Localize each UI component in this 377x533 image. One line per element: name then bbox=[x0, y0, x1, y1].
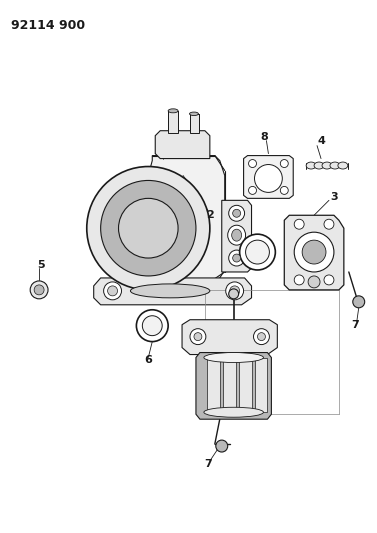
Circle shape bbox=[104, 282, 121, 300]
Bar bbox=[190, 114, 199, 133]
Ellipse shape bbox=[204, 352, 264, 362]
Polygon shape bbox=[94, 278, 251, 305]
Circle shape bbox=[118, 198, 178, 258]
Ellipse shape bbox=[232, 229, 242, 241]
Text: 2: 2 bbox=[206, 210, 214, 220]
Polygon shape bbox=[196, 352, 271, 419]
Polygon shape bbox=[182, 320, 277, 354]
Polygon shape bbox=[222, 200, 251, 272]
Ellipse shape bbox=[306, 162, 316, 169]
Polygon shape bbox=[155, 131, 210, 158]
Ellipse shape bbox=[190, 112, 198, 116]
Circle shape bbox=[308, 276, 320, 288]
Circle shape bbox=[324, 219, 334, 229]
Circle shape bbox=[280, 159, 288, 167]
Ellipse shape bbox=[322, 162, 332, 169]
Circle shape bbox=[107, 286, 118, 296]
Circle shape bbox=[294, 232, 334, 272]
Text: 3: 3 bbox=[330, 192, 338, 203]
Circle shape bbox=[248, 159, 256, 167]
Circle shape bbox=[136, 310, 168, 342]
Polygon shape bbox=[284, 215, 344, 290]
Circle shape bbox=[280, 187, 288, 195]
Text: 4: 4 bbox=[317, 136, 325, 146]
Circle shape bbox=[230, 286, 240, 296]
Circle shape bbox=[302, 240, 326, 264]
Circle shape bbox=[254, 165, 282, 192]
Circle shape bbox=[216, 440, 228, 452]
Ellipse shape bbox=[168, 109, 178, 113]
Circle shape bbox=[194, 333, 202, 341]
Text: 92114 900: 92114 900 bbox=[11, 19, 86, 33]
Circle shape bbox=[324, 275, 334, 285]
Bar bbox=[223, 358, 236, 412]
Text: 5: 5 bbox=[37, 260, 45, 270]
Polygon shape bbox=[148, 156, 225, 282]
Ellipse shape bbox=[338, 162, 348, 169]
Circle shape bbox=[229, 205, 245, 221]
Bar bbox=[207, 358, 220, 412]
Circle shape bbox=[101, 181, 196, 276]
Circle shape bbox=[190, 329, 206, 345]
Ellipse shape bbox=[314, 162, 324, 169]
Circle shape bbox=[294, 275, 304, 285]
Ellipse shape bbox=[130, 284, 210, 298]
Ellipse shape bbox=[228, 225, 245, 245]
Circle shape bbox=[233, 254, 241, 262]
Circle shape bbox=[143, 316, 162, 336]
Polygon shape bbox=[244, 156, 293, 198]
Circle shape bbox=[229, 250, 245, 266]
Text: 1: 1 bbox=[229, 384, 236, 394]
Circle shape bbox=[294, 219, 304, 229]
Ellipse shape bbox=[204, 407, 264, 417]
Bar bbox=[239, 358, 251, 412]
Circle shape bbox=[240, 234, 275, 270]
Circle shape bbox=[353, 296, 365, 308]
Text: 7: 7 bbox=[204, 459, 212, 469]
Text: 7: 7 bbox=[351, 320, 359, 330]
Ellipse shape bbox=[330, 162, 340, 169]
Circle shape bbox=[30, 281, 48, 299]
Circle shape bbox=[87, 166, 210, 290]
Circle shape bbox=[226, 282, 244, 300]
Circle shape bbox=[245, 240, 270, 264]
Bar bbox=[254, 358, 267, 412]
Circle shape bbox=[229, 289, 239, 299]
Circle shape bbox=[253, 329, 270, 345]
Text: 8: 8 bbox=[261, 132, 268, 142]
Circle shape bbox=[257, 333, 265, 341]
Text: 6: 6 bbox=[144, 354, 152, 365]
Bar bbox=[168, 111, 178, 133]
Circle shape bbox=[233, 209, 241, 217]
Circle shape bbox=[248, 187, 256, 195]
Circle shape bbox=[34, 285, 44, 295]
